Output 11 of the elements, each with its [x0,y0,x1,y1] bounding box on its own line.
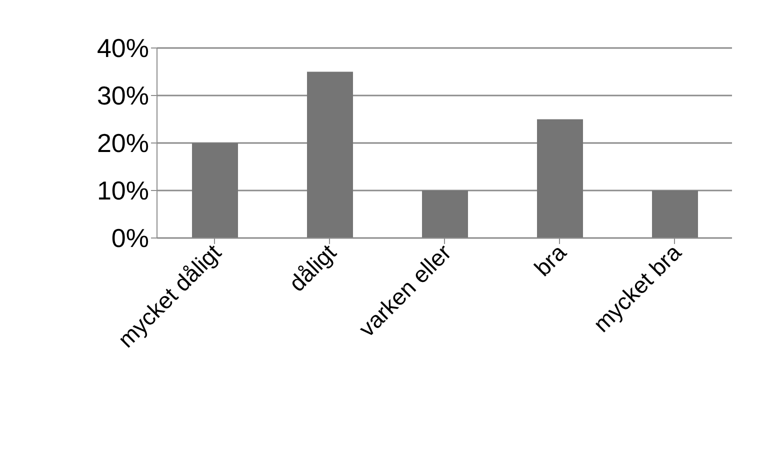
bar [652,190,698,238]
x-tick-label: bra [529,239,572,282]
bar [422,190,468,238]
y-tick-label: 0% [111,223,149,254]
y-tick-label: 40% [96,33,149,64]
bar [307,72,353,238]
y-tick-label: 10% [96,176,149,206]
bar [192,143,238,238]
y-tick-label: 30% [96,80,149,111]
bar [537,119,583,238]
y-tick-label: 20% [96,128,149,158]
